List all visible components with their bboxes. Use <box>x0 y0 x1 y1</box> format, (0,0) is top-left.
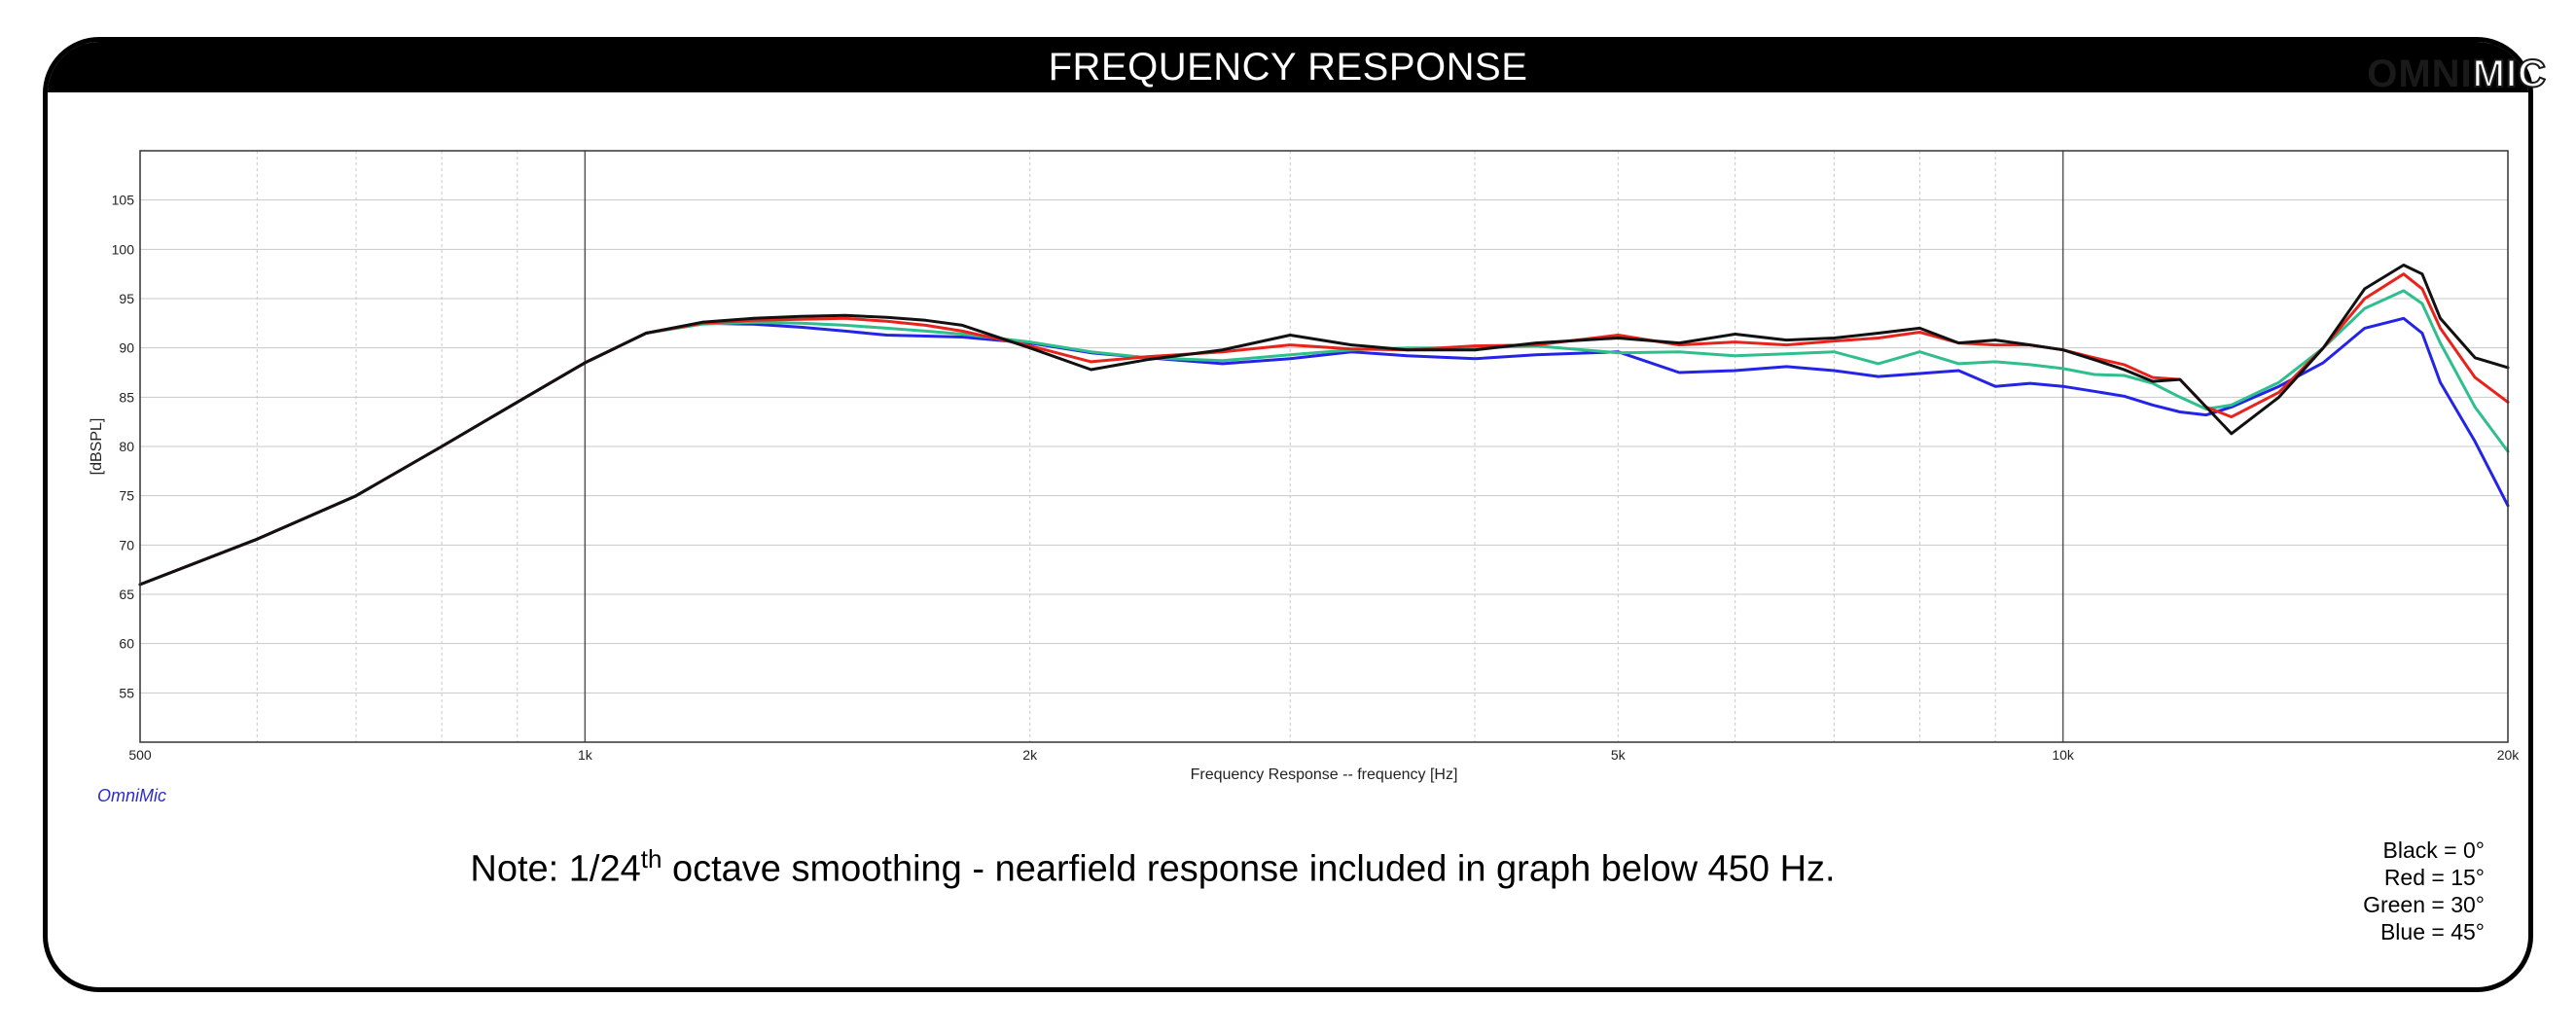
brand-caption: OmniMic <box>97 786 166 805</box>
y-tick-label: 60 <box>119 636 134 652</box>
x-axis-title: Frequency Response -- frequency [Hz] <box>1191 766 1458 783</box>
y-tick-labels: 55 60 65 70 75 80 85 90 95 100 105 <box>112 193 135 701</box>
y-tick-label: 100 <box>112 241 135 257</box>
series-line-black <box>138 264 2510 587</box>
logo-part-omni: OMNI <box>2367 53 2473 95</box>
note-text: Note: 1/24th octave smoothing - nearfiel… <box>470 844 1835 891</box>
y-tick-label: 70 <box>119 537 134 552</box>
y-tick-label: 55 <box>119 685 134 700</box>
x-tick-label: 1k <box>578 747 593 763</box>
legend-item-black: Black = 0° <box>2382 837 2485 863</box>
series-line-green <box>138 289 2510 587</box>
series-lines <box>138 264 2510 587</box>
logo-part-mic: MIC <box>2472 53 2547 95</box>
chart-frame: FREQUENCY RESPONSE <box>43 37 2533 992</box>
y-tick-label: 80 <box>119 439 134 454</box>
x-tick-label: 20k <box>2497 747 2521 763</box>
y-tick-label: 95 <box>119 291 134 306</box>
x-tick-label: 10k <box>2052 747 2075 763</box>
y-tick-label: 85 <box>119 389 134 405</box>
y-tick-label: 75 <box>119 488 134 504</box>
legend: Black = 0° Red = 15° Green = 30° Blue = … <box>2363 837 2485 945</box>
chart-title: FREQUENCY RESPONSE <box>1048 45 1528 89</box>
note-suffix: octave smoothing - nearfield response in… <box>662 848 1836 890</box>
legend-item-green: Green = 30° <box>2363 892 2485 917</box>
y-tick-label: 105 <box>112 193 135 208</box>
title-bar: FREQUENCY RESPONSE <box>48 42 2528 92</box>
omnimic-logo: OMNIMIC <box>2367 53 2547 95</box>
grid-lines <box>139 151 2509 742</box>
series-line-red <box>138 272 2510 587</box>
x-tick-label: 2k <box>1022 747 1038 763</box>
x-tick-label: 5k <box>1611 747 1627 763</box>
y-tick-label: 65 <box>119 587 134 602</box>
smoothing-note: Note: 1/24th octave smoothing - nearfiel… <box>0 844 2529 891</box>
x-tick-label: 500 <box>128 747 152 763</box>
note-prefix: Note: 1/24 <box>470 848 641 890</box>
y-axis-title: [dBSPL] <box>89 418 105 476</box>
legend-item-blue: Blue = 45° <box>2379 919 2485 944</box>
note-superscript: th <box>640 844 662 873</box>
plot-border <box>139 150 2509 743</box>
legend-item-red: Red = 15° <box>2383 865 2485 890</box>
y-tick-label: 90 <box>119 340 134 356</box>
x-tick-labels: 500 1k 2k 5k 10k 20k <box>128 747 2520 763</box>
